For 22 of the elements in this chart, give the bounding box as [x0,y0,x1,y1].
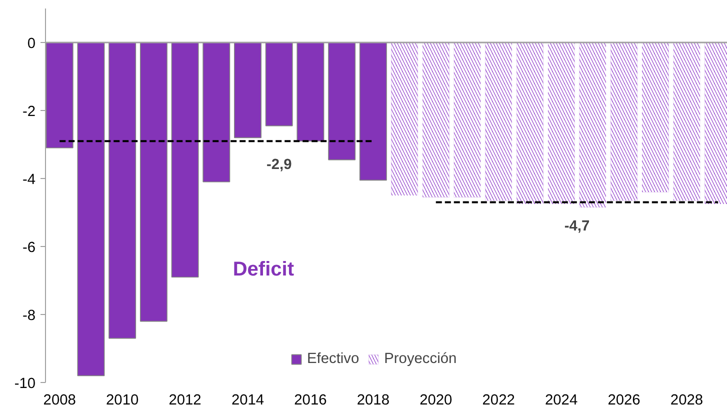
annotation: -4,7 [564,218,590,234]
annotation: Deficit [232,258,294,280]
x-tick-label: 2022 [482,392,515,407]
y-tick-label: -4 [22,172,36,188]
legend-label: Efectivo [307,351,360,367]
x-tick-label: 2024 [545,392,578,407]
x-tick-label: 2010 [106,392,139,407]
x-tick-label: 2026 [608,392,640,407]
y-tick-label: -10 [14,376,36,392]
x-tick-label: 2020 [420,392,452,407]
x-tick-label: 2008 [43,392,76,407]
y-tick-label: -2 [22,104,36,120]
x-tick-label: 2012 [168,392,202,407]
x-tick-label: 2018 [356,392,390,407]
y-tick-label: 0 [27,36,36,52]
x-tick-label: 2014 [231,392,264,407]
y-tick-label: -8 [22,308,36,324]
x-tick-label: 2016 [294,392,327,407]
annotation: -2,9 [266,157,292,174]
y-tick-label: -6 [22,240,36,256]
x-tick-label: 2028 [670,392,704,407]
legend-label: Proyección [384,351,457,367]
